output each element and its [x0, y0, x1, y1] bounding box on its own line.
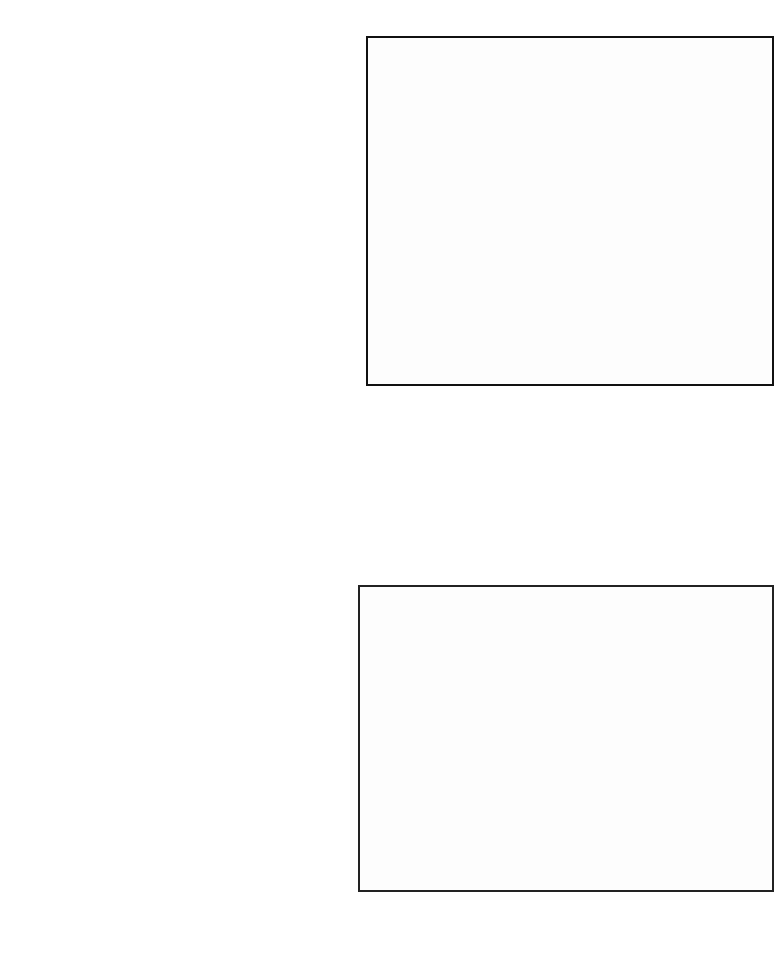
structure-image-ctp59: [358, 585, 774, 892]
chart-b1: [18, 570, 358, 765]
chart-a2: [18, 295, 358, 535]
chart-b2: [18, 775, 358, 973]
chart-a1: [18, 38, 358, 288]
structure-image-bamlanivimab: [366, 36, 774, 386]
